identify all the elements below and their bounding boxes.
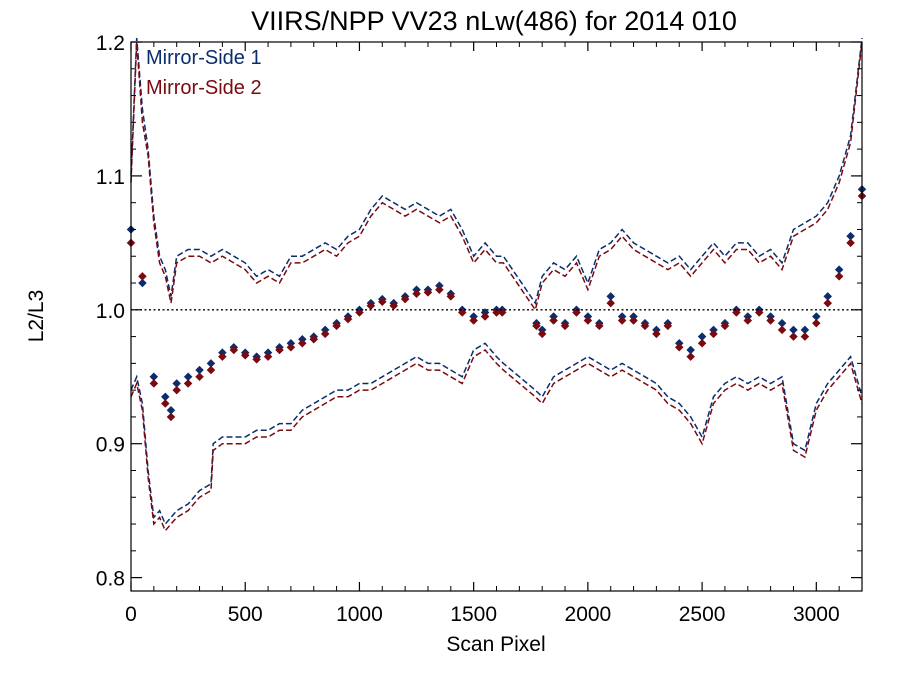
data-point: [138, 271, 147, 281]
data-point: [834, 271, 844, 281]
data-point: [560, 321, 570, 331]
chart-title: VIIRS/NPP VV23 nLw(486) for 2014 010: [251, 6, 737, 36]
data-point: [160, 399, 170, 408]
y-tick-label: 1.2: [96, 32, 125, 55]
data-point: [532, 321, 541, 331]
data-point: [697, 338, 707, 348]
data-point: [800, 332, 810, 341]
x-tick-label: 2500: [679, 603, 726, 626]
data-point: [480, 312, 490, 321]
data-point: [640, 321, 650, 331]
y-tick-label: 0.8: [96, 568, 125, 591]
legend-entry-mirror-side-2: Mirror-Side 2: [146, 77, 262, 99]
data-point: [674, 342, 684, 352]
x-axis-label: Scan Pixel: [446, 633, 545, 656]
data-point: [811, 318, 821, 328]
data-point: [766, 316, 775, 325]
data-point: [846, 238, 855, 248]
x-tick-label: 1500: [450, 603, 497, 626]
data-point: [720, 321, 730, 331]
data-point: [240, 350, 250, 360]
data-point: [183, 379, 193, 388]
data-point: [469, 316, 479, 325]
x-tick-label: 3000: [793, 603, 840, 626]
data-point: [617, 316, 627, 325]
x-tick-label: 1000: [336, 603, 383, 626]
data-point: [652, 329, 661, 339]
tick-layer: 0 500 1000 1500 2000 2500 3000 0.8 0.9 1.0 1.1 1.2: [96, 32, 862, 626]
data-point: [218, 352, 227, 362]
x-tick-label: 500: [228, 603, 263, 626]
data-point: [446, 292, 456, 301]
series-layer: [126, 37, 867, 533]
data-point: [686, 352, 696, 362]
data-point: [663, 321, 673, 331]
data-point: [400, 294, 410, 304]
data-point: [606, 298, 616, 308]
data-point: [263, 352, 273, 362]
data-point: [297, 338, 307, 348]
data-point: [343, 314, 353, 324]
data-point: [594, 321, 604, 331]
data-point: [309, 334, 319, 344]
data-point: [423, 288, 433, 297]
data-point: [629, 316, 638, 325]
y-tick-label: 0.9: [96, 434, 125, 457]
data-point: [286, 342, 296, 352]
y-tick-label: 1.0: [96, 300, 125, 323]
data-point: [549, 316, 558, 325]
data-point: [732, 308, 741, 317]
data-point: [206, 365, 216, 375]
data-point: [275, 345, 284, 355]
data-point: [166, 412, 176, 422]
data-point: [252, 354, 261, 364]
data-point: [138, 278, 147, 288]
data-point: [435, 285, 444, 295]
data-point: [583, 316, 593, 325]
data-point: [332, 321, 341, 331]
data-point: [823, 298, 833, 308]
data-point: [229, 345, 239, 355]
data-point: [492, 308, 501, 317]
data-point: [412, 289, 421, 299]
legend-entry-mirror-side-1: Mirror-Side 1: [146, 47, 262, 69]
data-point: [789, 332, 798, 341]
bound-line: [130, 349, 863, 533]
data-point: [709, 329, 718, 339]
y-tick-label: 1.1: [96, 166, 125, 189]
data-point: [149, 379, 159, 388]
x-tick-label: 0: [125, 603, 137, 626]
data-point: [195, 372, 204, 382]
data-point: [743, 316, 753, 325]
y-axis-label: L2/L3: [25, 290, 48, 343]
bound-line: [130, 342, 863, 526]
data-point: [172, 385, 182, 395]
data-point: [377, 297, 387, 307]
bound-line: [130, 41, 863, 312]
bound-line: [130, 37, 863, 305]
data-point: [777, 325, 787, 335]
x-tick-label: 2000: [565, 603, 612, 626]
data-point: [537, 329, 547, 339]
data-point: [320, 329, 330, 339]
